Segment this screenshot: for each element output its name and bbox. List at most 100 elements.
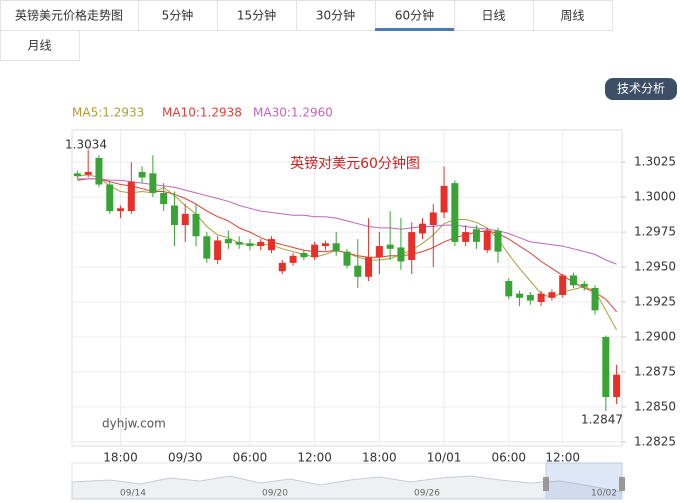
candle-body bbox=[440, 185, 448, 213]
candle-body bbox=[127, 181, 135, 212]
candle-body bbox=[375, 246, 383, 258]
candle-body bbox=[505, 281, 513, 297]
legend-entry: MA10:1.2938 bbox=[162, 106, 242, 120]
ma-line bbox=[77, 178, 617, 265]
candle-body bbox=[332, 243, 340, 252]
candle-body bbox=[483, 230, 491, 251]
candle-body bbox=[106, 184, 114, 212]
candle-body bbox=[203, 236, 211, 259]
candle-body bbox=[548, 292, 556, 298]
y-tick-label: 1.2875 bbox=[634, 364, 676, 378]
analysis-button[interactable] bbox=[605, 78, 677, 100]
min-label: 1.2847 bbox=[581, 413, 623, 427]
tab-label[interactable]: 60分钟 bbox=[395, 8, 434, 23]
y-tick-label: 1.3025 bbox=[634, 155, 676, 169]
tab-label[interactable]: 英镑美元价格走势图 bbox=[15, 8, 123, 23]
candle-body bbox=[365, 257, 373, 277]
candle-body bbox=[354, 265, 362, 277]
candle-body bbox=[591, 288, 599, 311]
x-tick-label: 09/30 bbox=[168, 451, 203, 465]
candle-body bbox=[149, 173, 157, 193]
candle-body bbox=[170, 205, 178, 226]
candle-body bbox=[462, 232, 470, 242]
tab-label[interactable]: 30分钟 bbox=[316, 8, 355, 23]
tab[interactable] bbox=[0, 30, 80, 61]
candle-body bbox=[494, 230, 502, 252]
candle-body bbox=[268, 239, 276, 251]
candle-body bbox=[214, 240, 222, 261]
legend-entry: MA30:1.2960 bbox=[253, 106, 333, 120]
candle-body bbox=[569, 275, 577, 286]
candle-body bbox=[602, 336, 610, 398]
candle-body bbox=[73, 173, 81, 177]
candle-body bbox=[246, 243, 254, 247]
tab-label[interactable]: 月线 bbox=[27, 39, 51, 53]
watermark: dyhjw.com bbox=[102, 417, 166, 431]
candle-body bbox=[386, 244, 394, 249]
tab-label[interactable]: 周线 bbox=[560, 9, 584, 23]
tab[interactable] bbox=[454, 0, 534, 31]
y-tick-label: 1.2900 bbox=[634, 329, 676, 343]
plot-frame bbox=[71, 129, 623, 447]
x-tick-label: 18:00 bbox=[362, 451, 397, 465]
candle-body bbox=[537, 293, 545, 302]
x-tick-label: 18:00 bbox=[103, 451, 138, 465]
navigator-selection[interactable] bbox=[545, 462, 623, 500]
candle-body bbox=[418, 223, 426, 234]
tab[interactable] bbox=[533, 0, 613, 31]
candle-body bbox=[95, 157, 103, 185]
y-tick-label: 1.2950 bbox=[634, 260, 676, 274]
candle-body bbox=[181, 213, 189, 226]
active-tab-indicator bbox=[375, 28, 455, 31]
candle-body bbox=[397, 247, 405, 262]
button-label[interactable]: 技术分析 bbox=[617, 82, 665, 96]
y-tick-label: 1.2925 bbox=[634, 294, 676, 308]
candle-body bbox=[526, 294, 534, 301]
tab-label[interactable]: 5分钟 bbox=[162, 8, 194, 23]
legend-entry: MA5:1.2933 bbox=[72, 106, 144, 120]
tab-label[interactable]: 日线 bbox=[481, 9, 505, 23]
navigator-handle[interactable] bbox=[543, 477, 549, 491]
candle-body bbox=[192, 213, 200, 237]
candle-body bbox=[160, 192, 168, 205]
candle-body bbox=[559, 275, 567, 295]
candle-body bbox=[138, 171, 146, 178]
navigator-handle[interactable] bbox=[619, 477, 625, 491]
tab-label[interactable]: 15分钟 bbox=[237, 8, 276, 23]
x-tick-label: 10/01 bbox=[427, 451, 462, 465]
navigator-label: 10/02 bbox=[591, 489, 617, 499]
candle-body bbox=[580, 283, 588, 287]
y-tick-label: 1.2975 bbox=[634, 225, 676, 239]
chart-title: 英镑对美元60分钟图 bbox=[290, 155, 420, 172]
navigator-label: 09/14 bbox=[120, 489, 146, 499]
candle-body bbox=[300, 253, 308, 258]
candle-body bbox=[516, 293, 524, 298]
navigator-label: 09/26 bbox=[414, 489, 440, 499]
tab[interactable] bbox=[217, 0, 297, 31]
tab[interactable] bbox=[296, 0, 376, 31]
y-tick-label: 1.2850 bbox=[634, 399, 676, 413]
candle-body bbox=[613, 374, 621, 398]
candle-body bbox=[278, 262, 286, 272]
candle-body bbox=[257, 241, 265, 247]
candle-body bbox=[235, 241, 243, 245]
x-tick-label: 06:00 bbox=[491, 451, 526, 465]
candle-body bbox=[429, 212, 437, 226]
tab[interactable] bbox=[0, 0, 139, 31]
candle-body bbox=[117, 208, 125, 212]
y-tick-label: 1.3000 bbox=[634, 190, 676, 204]
navigator-label: 09/20 bbox=[262, 489, 288, 499]
candle-body bbox=[343, 251, 351, 266]
candle-body bbox=[451, 183, 459, 242]
candle-body bbox=[311, 244, 319, 258]
candle-body bbox=[408, 232, 416, 261]
candle-body bbox=[224, 239, 232, 244]
candle-body bbox=[289, 255, 297, 263]
max-label: 1.3034 bbox=[65, 138, 107, 152]
x-tick-label: 06:00 bbox=[233, 451, 268, 465]
navigator-area bbox=[71, 475, 623, 500]
candle-body bbox=[472, 229, 480, 242]
x-tick-label: 12:00 bbox=[297, 451, 332, 465]
candle-body bbox=[84, 171, 92, 175]
